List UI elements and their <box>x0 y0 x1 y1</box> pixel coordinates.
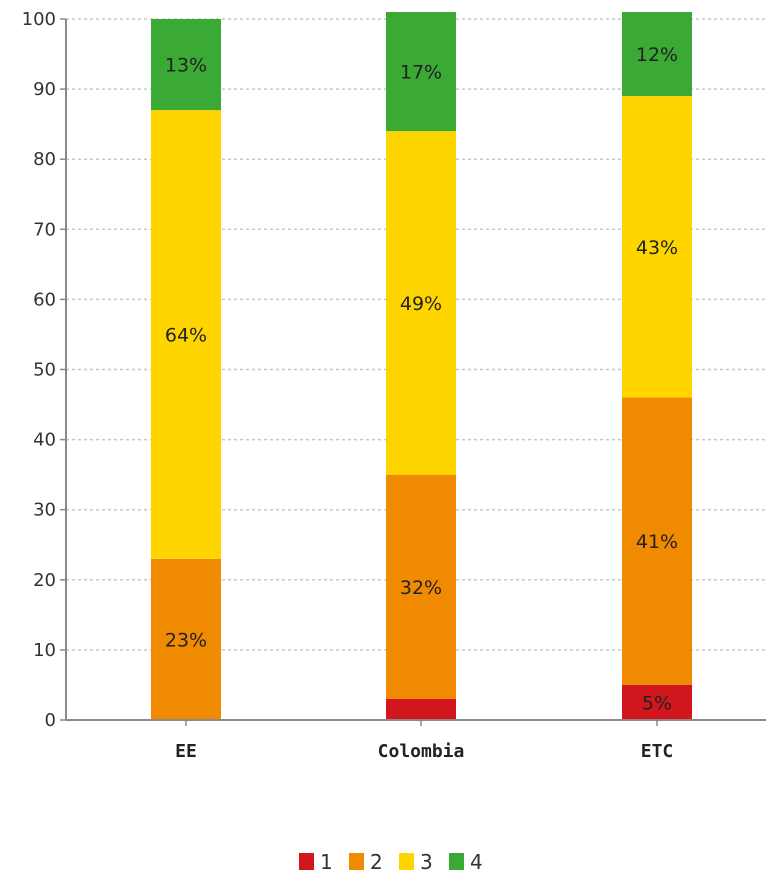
y-tick-label-70: 70 <box>33 219 56 240</box>
x-category-label-ee: EE <box>175 741 197 762</box>
data-label-ee-series-3: 64% <box>165 324 207 346</box>
data-label-colombia-series-4: 17% <box>400 62 442 84</box>
bar-segment-ee-series-4 <box>151 19 221 111</box>
y-tick-label-40: 40 <box>33 430 56 451</box>
legend-label-2: 2 <box>370 850 383 874</box>
data-label-etc-series-3: 43% <box>636 237 678 259</box>
bars <box>151 11 692 720</box>
bar-segment-ee-series-2 <box>151 558 221 720</box>
y-tick-label-90: 90 <box>33 79 56 100</box>
legend: 1 2 3 4 <box>299 850 483 874</box>
y-tick-label-20: 20 <box>33 570 56 591</box>
x-category-label-etc: ETC <box>641 741 674 762</box>
y-tick-label-0: 0 <box>45 710 56 731</box>
data-label-etc-series-1: 5% <box>642 692 672 714</box>
data-labels: 23% 64% 13% 32% 49% 17% 5% 41% 43% 12% <box>165 44 678 714</box>
x-category-label-colombia: Colombia <box>378 741 465 762</box>
bar-segment-etc-series-4 <box>622 11 692 97</box>
y-tick-label-80: 80 <box>33 149 56 170</box>
legend-label-4: 4 <box>470 850 483 874</box>
data-label-etc-series-2: 41% <box>636 531 678 553</box>
legend-swatch-3 <box>399 853 414 870</box>
y-tick-label-10: 10 <box>33 640 56 661</box>
data-label-colombia-series-3: 49% <box>400 293 442 315</box>
legend-swatch-4 <box>449 853 464 870</box>
y-axis-tick-labels: 0 10 20 30 40 50 60 70 80 90 100 <box>22 9 56 731</box>
bar-segment-etc-series-2 <box>622 397 692 685</box>
bar-segment-colombia-series-1 <box>386 698 456 720</box>
y-tick-label-30: 30 <box>33 500 56 521</box>
legend-label-3: 3 <box>420 850 433 874</box>
y-tick-label-100: 100 <box>22 9 56 30</box>
data-label-etc-series-4: 12% <box>636 44 678 66</box>
data-label-ee-series-4: 13% <box>165 55 207 77</box>
bar-segment-etc-series-1 <box>622 684 692 720</box>
legend-label-1: 1 <box>320 850 333 874</box>
y-tick-label-60: 60 <box>33 289 56 310</box>
bar-segment-etc-series-3 <box>622 96 692 398</box>
bar-segment-colombia-series-3 <box>386 131 456 475</box>
data-label-ee-series-2: 23% <box>165 629 207 651</box>
data-label-colombia-series-2: 32% <box>400 577 442 599</box>
legend-swatch-2 <box>349 853 364 870</box>
legend-swatch-1 <box>299 853 314 870</box>
bar-segment-colombia-series-2 <box>386 474 456 699</box>
bar-segment-ee-series-3 <box>151 110 221 559</box>
y-tick-label-50: 50 <box>33 360 56 381</box>
axes <box>65 19 766 726</box>
x-axis-category-labels: EE Colombia ETC <box>175 741 673 762</box>
bar-segment-colombia-series-4 <box>386 11 456 132</box>
